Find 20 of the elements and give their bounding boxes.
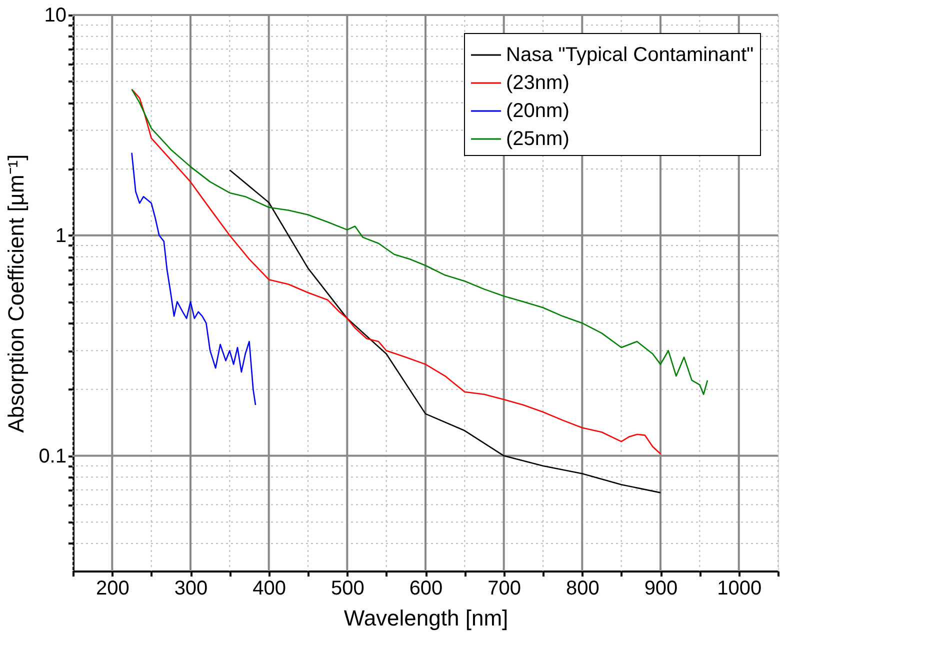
x-tick-label: 600 xyxy=(409,578,443,600)
x-tick-label: 800 xyxy=(566,578,600,600)
x-tick-label: 700 xyxy=(488,578,522,600)
y-tick-label: 1 xyxy=(55,224,66,247)
line-series xyxy=(229,169,662,494)
x-tick-label: 900 xyxy=(644,578,678,600)
legend-label: (20nm) xyxy=(506,100,570,122)
x-tick-label: 1000 xyxy=(717,578,762,600)
x-tick-label: 200 xyxy=(96,578,130,600)
y-tick-label: 10 xyxy=(44,4,66,26)
x-tick-label: 500 xyxy=(330,578,364,600)
x-axis-title: Wavelength [nm] xyxy=(344,606,508,630)
line-series xyxy=(131,152,256,406)
y-axis-title: Absorption Coefficient [µm⁻¹] xyxy=(4,154,29,433)
x-tick-label: 300 xyxy=(174,578,208,600)
legend-label: (25nm) xyxy=(506,128,570,150)
y-tick-label: 0.1 xyxy=(38,445,66,468)
legend-label: Nasa "Typical Contaminant" xyxy=(506,44,754,66)
legend-label: (23nm) xyxy=(506,72,570,94)
x-tick-label: 400 xyxy=(252,578,286,600)
